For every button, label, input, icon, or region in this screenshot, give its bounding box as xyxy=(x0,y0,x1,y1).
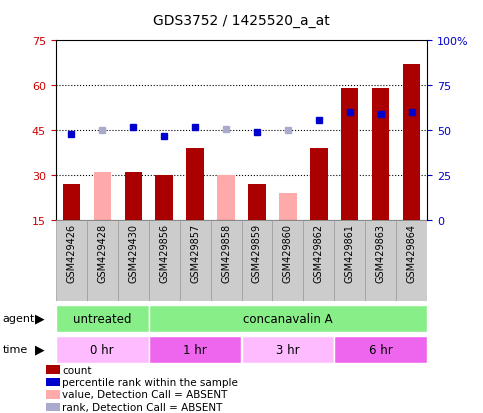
Text: GSM429428: GSM429428 xyxy=(97,223,107,282)
Text: GSM429857: GSM429857 xyxy=(190,223,200,282)
Text: untreated: untreated xyxy=(73,312,131,325)
Bar xyxy=(334,336,427,363)
Text: percentile rank within the sample: percentile rank within the sample xyxy=(62,377,238,387)
Bar xyxy=(117,221,149,301)
Text: GSM429862: GSM429862 xyxy=(314,223,324,282)
Bar xyxy=(46,403,59,411)
Bar xyxy=(366,221,397,301)
Bar xyxy=(86,221,117,301)
Bar xyxy=(56,305,149,332)
Bar xyxy=(311,149,327,221)
Text: agent: agent xyxy=(2,313,35,323)
Bar xyxy=(334,221,366,301)
Bar xyxy=(94,173,111,221)
Text: GSM429856: GSM429856 xyxy=(159,223,169,282)
Text: time: time xyxy=(2,344,28,354)
Bar xyxy=(156,176,172,221)
Bar xyxy=(46,390,59,399)
Text: GDS3752 / 1425520_a_at: GDS3752 / 1425520_a_at xyxy=(153,14,330,28)
Text: GSM429864: GSM429864 xyxy=(407,223,417,282)
Text: GSM429860: GSM429860 xyxy=(283,223,293,282)
Bar xyxy=(186,149,203,221)
Text: concanavalin A: concanavalin A xyxy=(243,312,333,325)
Bar xyxy=(403,65,421,221)
Bar xyxy=(341,89,358,221)
Bar xyxy=(372,89,389,221)
Text: GSM429861: GSM429861 xyxy=(345,223,355,282)
Bar xyxy=(56,336,149,363)
Text: GSM429859: GSM429859 xyxy=(252,223,262,282)
Bar xyxy=(149,305,427,332)
Bar xyxy=(46,366,59,374)
Text: count: count xyxy=(62,365,91,375)
Bar xyxy=(211,221,242,301)
Text: 0 hr: 0 hr xyxy=(90,343,114,356)
Text: 6 hr: 6 hr xyxy=(369,343,393,356)
Bar xyxy=(149,336,242,363)
Bar xyxy=(149,221,180,301)
Bar xyxy=(397,221,427,301)
Text: GSM429858: GSM429858 xyxy=(221,223,231,282)
Bar xyxy=(242,221,272,301)
Text: value, Detection Call = ABSENT: value, Detection Call = ABSENT xyxy=(62,389,227,399)
Text: ▶: ▶ xyxy=(35,312,44,325)
Bar xyxy=(272,221,303,301)
Bar xyxy=(46,378,59,387)
Bar xyxy=(217,176,235,221)
Bar xyxy=(62,185,80,221)
Bar xyxy=(303,221,334,301)
Bar xyxy=(248,185,266,221)
Text: GSM429430: GSM429430 xyxy=(128,223,138,282)
Text: GSM429863: GSM429863 xyxy=(376,223,386,282)
Text: rank, Detection Call = ABSENT: rank, Detection Call = ABSENT xyxy=(62,402,222,412)
Bar xyxy=(280,194,297,221)
Text: 3 hr: 3 hr xyxy=(276,343,300,356)
Text: GSM429426: GSM429426 xyxy=(66,223,76,282)
Bar xyxy=(180,221,211,301)
Text: 1 hr: 1 hr xyxy=(183,343,207,356)
Bar xyxy=(56,221,86,301)
Text: ▶: ▶ xyxy=(35,343,44,356)
Bar xyxy=(242,336,334,363)
Bar xyxy=(125,173,142,221)
